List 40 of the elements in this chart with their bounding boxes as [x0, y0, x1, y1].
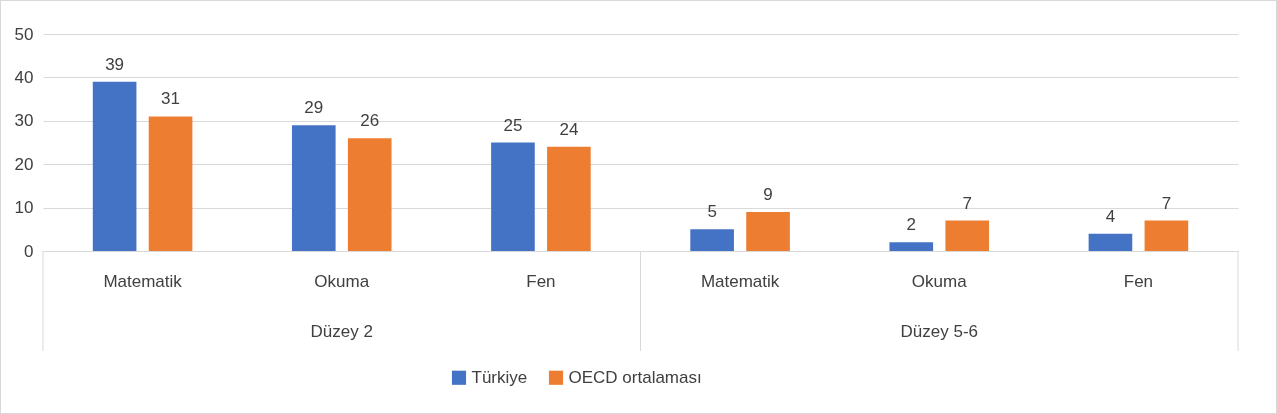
- data-label: 5: [707, 202, 717, 222]
- data-label: 2: [906, 215, 917, 235]
- bar: [92, 81, 137, 251]
- y-tick-label: 20: [14, 154, 34, 174]
- y-tick-label: 50: [14, 24, 34, 44]
- x-tick-label: Matematik: [700, 271, 780, 291]
- bar: [148, 116, 193, 251]
- bar: [690, 229, 734, 251]
- x-tick-label: Fen: [1123, 271, 1154, 291]
- x-tick-label: Matematik: [103, 271, 183, 291]
- bar: [547, 146, 591, 251]
- text: Düzey 2: [310, 322, 373, 341]
- x-tick-label: Fen: [526, 271, 556, 291]
- data-label: 24: [559, 119, 579, 139]
- y-tick-label: 40: [14, 67, 34, 87]
- legend-label: OECD ortalaması: [568, 367, 702, 387]
- data-label: 25: [503, 115, 523, 135]
- data-label: 31: [161, 89, 181, 109]
- data-label: 26: [360, 111, 380, 131]
- x-tick-label: Okuma: [911, 271, 968, 291]
- legend-label: Türkiye: [471, 367, 528, 387]
- bar: [1088, 233, 1133, 251]
- bar: [746, 211, 790, 251]
- data-label: 7: [1161, 193, 1172, 213]
- data-label: 39: [105, 54, 125, 74]
- text: Düzey 5-6: [900, 322, 978, 341]
- data-label: 9: [763, 184, 773, 204]
- x-tick-label: Okuma: [314, 271, 370, 291]
- bar: [347, 138, 392, 251]
- bar: [291, 125, 336, 251]
- bar: [1144, 220, 1189, 251]
- y-tick-label: 30: [14, 111, 34, 131]
- bar: [945, 220, 990, 251]
- bar: [889, 242, 934, 251]
- data-label: 4: [1105, 206, 1116, 226]
- bar: [491, 142, 535, 251]
- data-label: 7: [962, 193, 972, 213]
- y-tick-label: 10: [14, 198, 34, 218]
- data-label: 29: [304, 98, 324, 118]
- y-tick-label: 0: [24, 241, 34, 261]
